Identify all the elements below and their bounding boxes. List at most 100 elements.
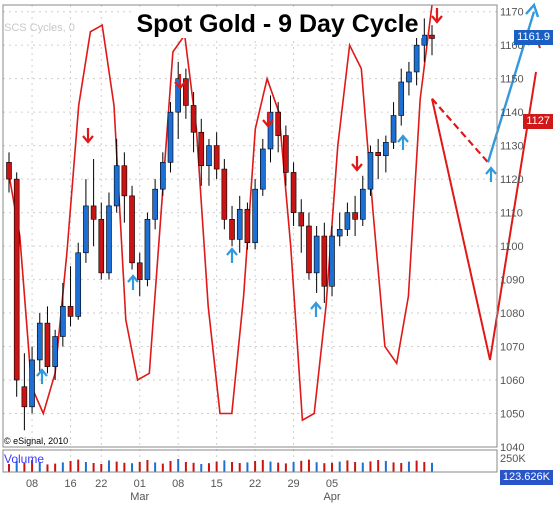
- candle-body: [90, 205, 97, 220]
- candle-body: [406, 71, 412, 83]
- red-down-arrow: [174, 74, 186, 90]
- candle-body: [44, 322, 51, 367]
- red-down-arrow: [431, 8, 443, 24]
- blue-up-arrow: [36, 368, 48, 384]
- y-tick-label: 1150: [500, 74, 524, 86]
- red-down-arrow: [351, 156, 363, 172]
- x-day-label: 22: [249, 478, 261, 490]
- candle-body: [98, 219, 105, 274]
- candle-body: [106, 205, 112, 274]
- x-day-label: 05: [326, 478, 338, 490]
- y-tick-label: 1170: [500, 7, 524, 19]
- candle-body: [398, 81, 405, 116]
- candle-body: [167, 111, 174, 163]
- candle-body: [390, 115, 397, 143]
- projected-cycle-line: [431, 71, 537, 361]
- blue-up-arrow: [226, 247, 238, 263]
- candle-body: [21, 386, 28, 408]
- candle-body: [236, 208, 243, 240]
- y-tick-label: 1060: [500, 375, 524, 387]
- candle-body: [113, 165, 120, 207]
- y-tick-label: 1130: [500, 141, 524, 153]
- cycle-price-box: 1127: [523, 114, 553, 129]
- candle-body: [206, 145, 212, 167]
- candle-body: [75, 252, 82, 317]
- candle-body: [306, 225, 312, 274]
- candle-body: [290, 172, 297, 213]
- candle-body: [175, 78, 181, 113]
- candle-body: [221, 168, 228, 220]
- candle-body: [213, 145, 220, 170]
- candle-body: [60, 306, 66, 337]
- candle-body: [6, 162, 12, 180]
- candle-body: [329, 235, 335, 287]
- candle-body: [152, 188, 158, 220]
- blue-up-arrow: [485, 166, 497, 182]
- y-tick-label: 1100: [500, 241, 524, 253]
- y-tick-label: 1070: [500, 342, 524, 354]
- x-day-label: 22: [95, 478, 107, 490]
- candle-body: [413, 44, 420, 73]
- projection-lines: [431, 2, 541, 361]
- candle-body: [29, 359, 35, 408]
- y-tick-label: 1090: [500, 275, 524, 287]
- candle-body: [121, 165, 128, 197]
- y-tick-label: 1080: [500, 308, 524, 320]
- candle-body: [275, 111, 281, 136]
- candle-body: [190, 105, 197, 133]
- candle-body: [67, 306, 74, 317]
- red-down-arrow: [262, 112, 274, 128]
- candle-body: [36, 322, 43, 361]
- candle-body: [129, 195, 135, 264]
- x-day-label: 29: [287, 478, 299, 490]
- copyright: © eSignal, 2010: [4, 436, 69, 446]
- x-day-label: 08: [26, 478, 38, 490]
- cycle-arrows: [36, 8, 497, 384]
- y-tick-label: 1110: [500, 208, 523, 220]
- candle-body: [421, 34, 428, 46]
- candle-body: [336, 229, 343, 237]
- volume-value-box: 123.626K: [499, 470, 553, 485]
- candle-body: [144, 219, 151, 280]
- candle-body: [383, 141, 389, 156]
- candle-body: [298, 212, 305, 227]
- projected-up-arrowhead: [525, 2, 540, 18]
- candle-body: [229, 219, 235, 240]
- red-down-arrow: [82, 128, 94, 144]
- axes: 1170116011501140113011201110110010901080…: [2, 4, 526, 503]
- x-day-label: 16: [64, 478, 76, 490]
- candle-body: [375, 152, 381, 156]
- candle-body: [267, 111, 274, 150]
- cycle-wave: [7, 4, 433, 422]
- projected-price-dashed: [431, 98, 489, 164]
- blue-up-arrow: [310, 301, 322, 317]
- volume-frame: [2, 449, 498, 473]
- x-month-label: Mar: [130, 491, 149, 503]
- candle-body: [259, 148, 266, 190]
- candle-body: [367, 152, 374, 190]
- cycle-line: [7, 4, 433, 422]
- candle-body: [321, 235, 328, 287]
- volume-bars: [8, 459, 433, 472]
- candle-body: [136, 262, 143, 280]
- candle-body: [13, 178, 20, 381]
- candle-body: [283, 135, 289, 173]
- candle-body: [52, 336, 58, 367]
- y-tick-label: 1040: [500, 442, 524, 454]
- volume-tick-label: 250K: [500, 453, 526, 465]
- blue-up-arrow: [397, 134, 409, 150]
- y-tick-label: 1120: [500, 174, 524, 186]
- candle-body: [359, 188, 366, 220]
- candle-body: [244, 208, 251, 244]
- candle-body: [352, 212, 358, 220]
- blue-up-arrow: [127, 274, 139, 290]
- x-day-label: 01: [134, 478, 146, 490]
- candle-body: [160, 162, 166, 190]
- y-tick-label: 1050: [500, 409, 524, 421]
- candle-body: [183, 78, 189, 106]
- x-day-label: 08: [172, 478, 184, 490]
- candle-body: [252, 188, 258, 244]
- candle-body: [198, 131, 205, 167]
- volume-label: Volume: [4, 452, 45, 466]
